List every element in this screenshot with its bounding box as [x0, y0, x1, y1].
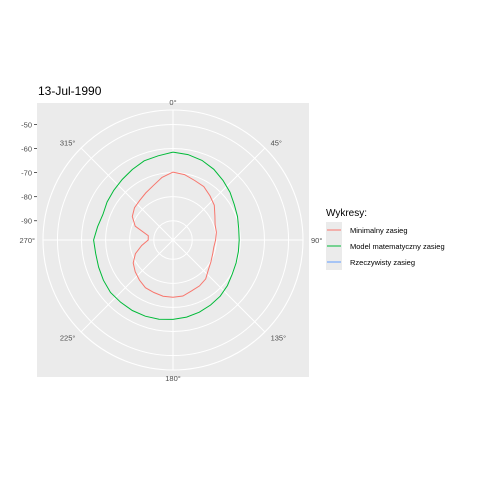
series-lines — [93, 151, 240, 320]
radial-tick-label: -80 — [21, 193, 32, 202]
polar-grid — [42, 109, 304, 371]
legend-entry-label: Rzeczywisty zasieg — [350, 258, 415, 267]
angle-tick-label: 315° — [60, 138, 76, 147]
grid-spoke — [80, 147, 174, 241]
angle-tick-label: 135° — [271, 334, 287, 343]
radial-tick-label: -70 — [21, 169, 32, 178]
angle-tick-labels: 0° 45° 90° 135° 180° 225° 270° 315° — [19, 98, 322, 383]
angle-tick-label: 180° — [165, 374, 181, 383]
legend-entry-label: Model matematyczny zasieg — [350, 242, 445, 251]
legend: Wykresy: Minimalny zasieg Model matematyc… — [326, 208, 445, 270]
series-line-2 — [93, 151, 240, 320]
angle-tick-label: 90° — [311, 236, 322, 245]
radial-tick-label: -90 — [21, 217, 32, 226]
chart-title: 13-Jul-1990 — [38, 84, 102, 98]
angle-tick-label: 270° — [19, 236, 35, 245]
angle-tick-label: 225° — [60, 334, 76, 343]
series-line-1 — [131, 171, 217, 298]
legend-title: Wykresy: — [326, 208, 367, 219]
radial-tick-label: -50 — [21, 120, 32, 129]
grid-spoke — [172, 239, 266, 333]
angle-tick-label: 45° — [271, 138, 282, 147]
grid-spoke — [80, 239, 174, 333]
legend-entry-label: Minimalny zasieg — [350, 226, 408, 235]
grid-spoke — [172, 147, 266, 241]
angle-tick-label: 0° — [169, 98, 176, 107]
radial-tick-label: -60 — [21, 145, 32, 154]
radial-tick-labels: -50 -60 -70 -80 -90 — [21, 120, 37, 226]
